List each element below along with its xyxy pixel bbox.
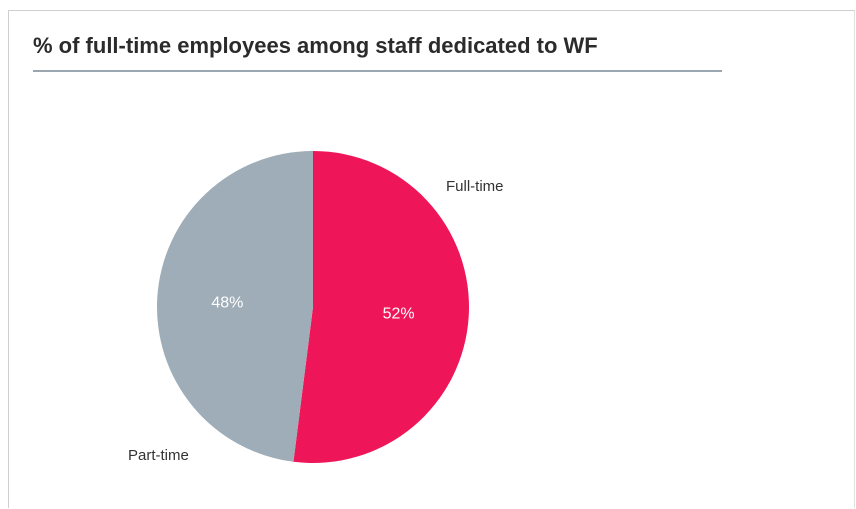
pie-category-label: Part-time (128, 447, 189, 464)
pie-value-label: 48% (211, 295, 243, 312)
chart-title: % of full-time employees among staff ded… (33, 33, 598, 58)
pie-category-label: Full-time (446, 178, 504, 195)
title-divider (33, 70, 722, 72)
pie-value-label: 52% (383, 305, 415, 322)
pie-slice-full-time (293, 151, 469, 463)
pie-slices (156, 151, 469, 463)
pie-category-labels: Full-time Part-time (128, 178, 504, 464)
pie-slice-part-time (156, 151, 313, 462)
pie-value-labels: 52% 48% (211, 295, 414, 323)
